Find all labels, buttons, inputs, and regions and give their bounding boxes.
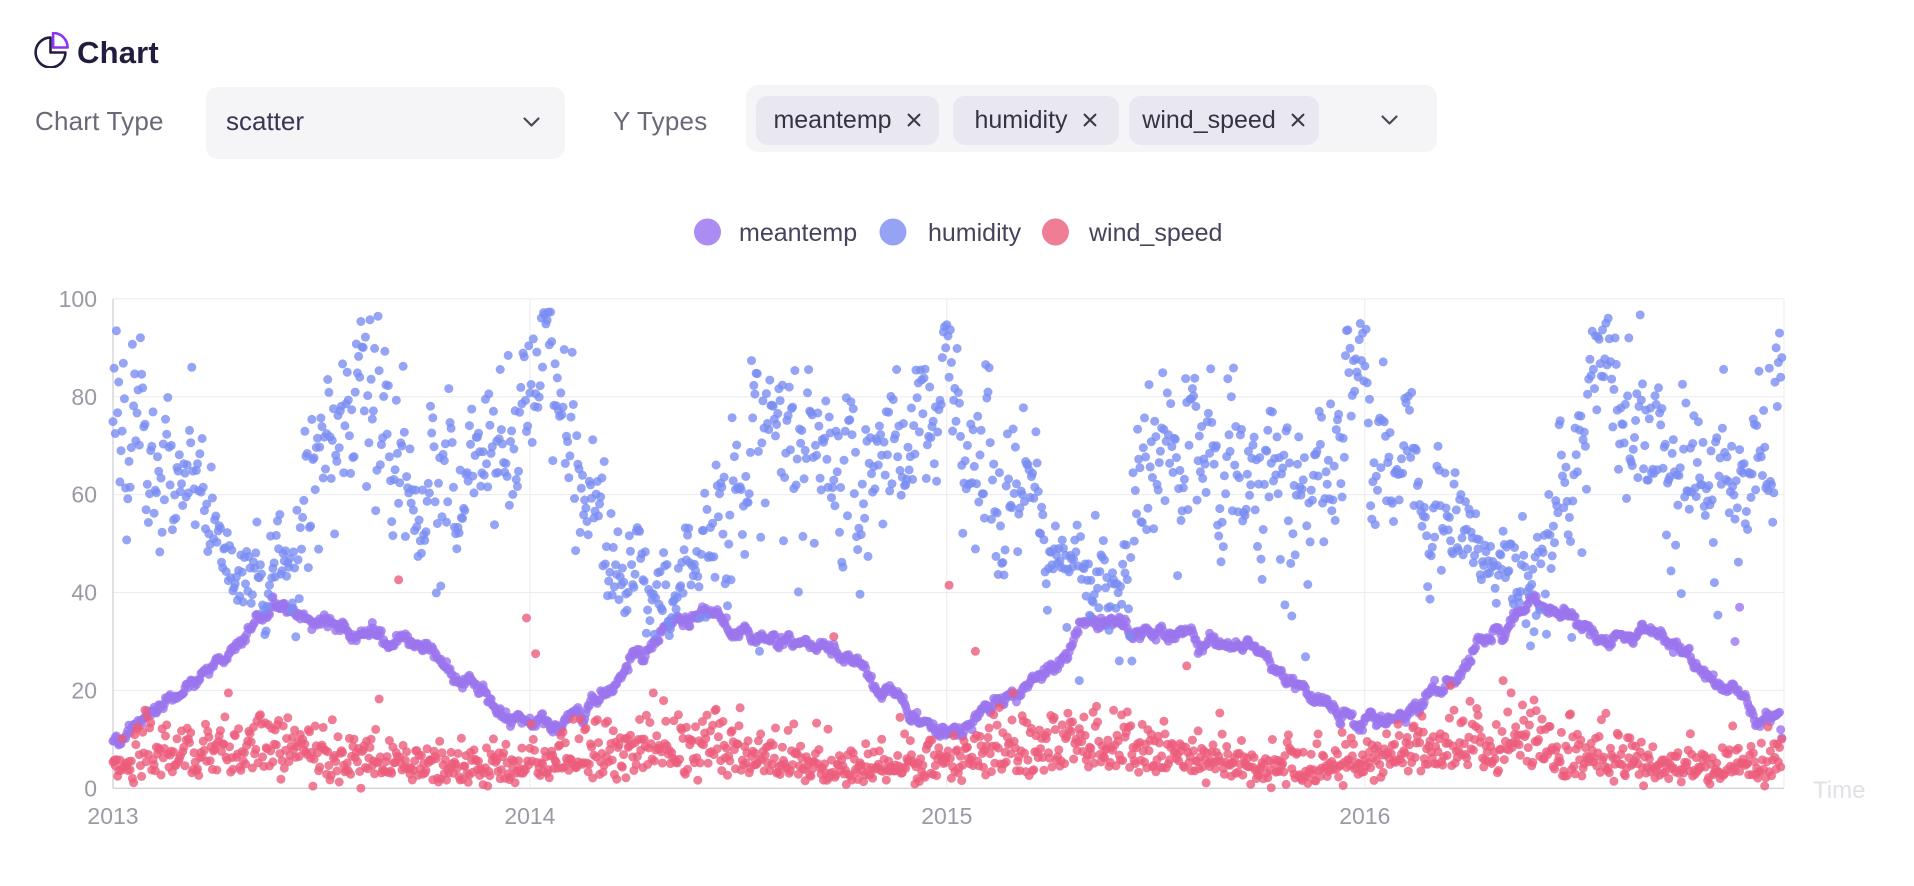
svg-text:80: 80	[71, 384, 97, 410]
svg-text:Time: Time	[1813, 777, 1865, 804]
svg-text:meantemp: meantemp	[739, 219, 857, 247]
svg-text:100: 100	[59, 286, 97, 312]
svg-text:humidity: humidity	[928, 219, 1022, 247]
svg-text:2014: 2014	[504, 803, 555, 829]
svg-text:0: 0	[84, 775, 97, 801]
svg-text:60: 60	[71, 482, 97, 508]
svg-text:2015: 2015	[921, 803, 972, 829]
svg-text:wind_speed: wind_speed	[1088, 219, 1222, 247]
svg-text:2016: 2016	[1339, 803, 1390, 829]
svg-text:2013: 2013	[87, 803, 138, 829]
svg-text:40: 40	[71, 580, 97, 606]
svg-text:20: 20	[71, 677, 97, 703]
